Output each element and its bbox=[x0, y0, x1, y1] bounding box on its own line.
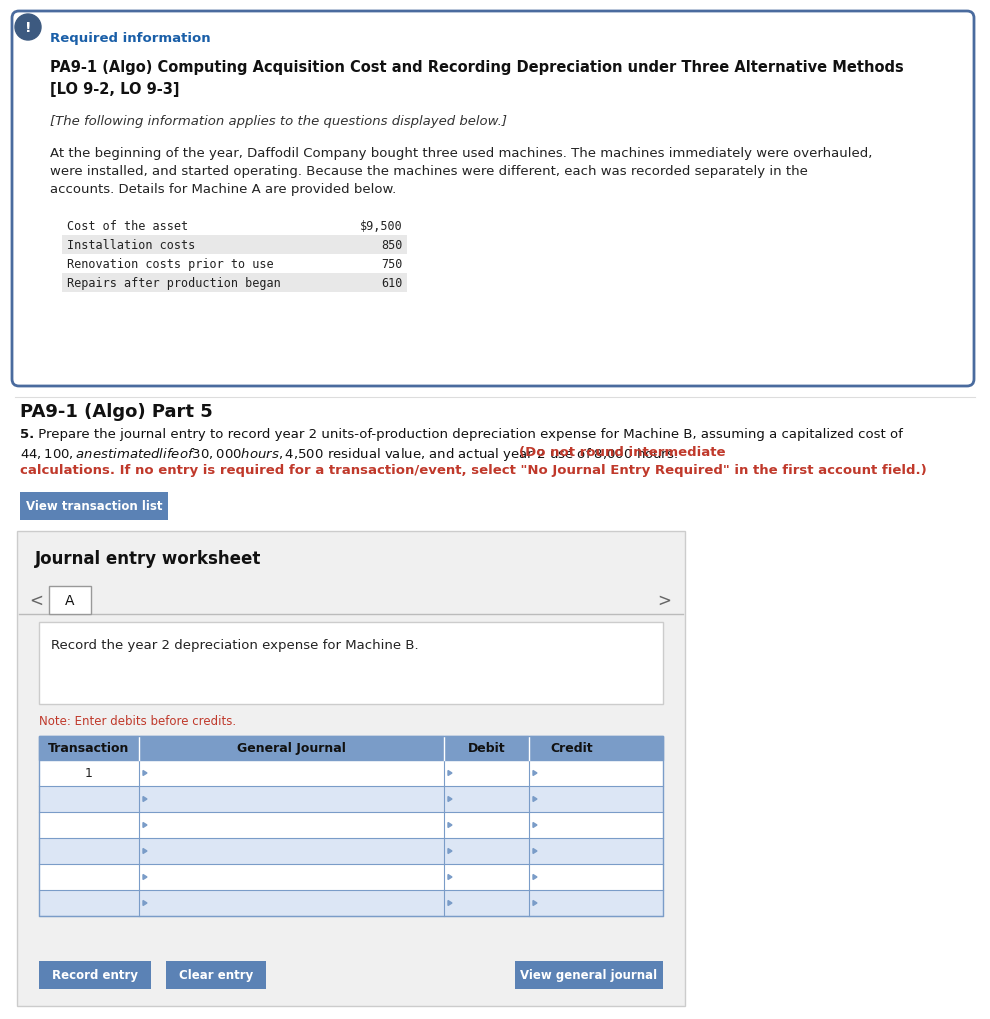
Bar bbox=[39, 812, 663, 839]
Bar bbox=[20, 492, 168, 521]
Text: Record entry: Record entry bbox=[52, 968, 138, 981]
Text: Record the year 2 depreciation expense for Machine B.: Record the year 2 depreciation expense f… bbox=[51, 638, 419, 651]
Polygon shape bbox=[448, 901, 452, 906]
Polygon shape bbox=[143, 770, 147, 775]
Polygon shape bbox=[143, 797, 147, 802]
Polygon shape bbox=[143, 822, 147, 827]
Polygon shape bbox=[533, 874, 537, 879]
Text: PA9-1 (Algo) Computing Acquisition Cost and Recording Depreciation under Three A: PA9-1 (Algo) Computing Acquisition Cost … bbox=[50, 60, 904, 75]
Text: (Do not round intermediate: (Do not round intermediate bbox=[519, 445, 726, 459]
Bar bbox=[62, 217, 407, 235]
Bar bbox=[39, 737, 663, 760]
Polygon shape bbox=[143, 901, 147, 906]
Bar bbox=[39, 961, 151, 989]
Text: Clear entry: Clear entry bbox=[179, 968, 253, 981]
Bar bbox=[39, 623, 663, 704]
Text: Required information: Required information bbox=[50, 32, 211, 45]
Polygon shape bbox=[448, 822, 452, 827]
Text: Cost of the asset: Cost of the asset bbox=[67, 220, 188, 232]
Bar bbox=[39, 787, 663, 812]
Text: calculations. If no entry is required for a transaction/event, select "No Journa: calculations. If no entry is required fo… bbox=[20, 464, 927, 477]
Text: Debit: Debit bbox=[467, 742, 505, 755]
Bar bbox=[17, 532, 685, 1006]
Text: At the beginning of the year, Daffodil Company bought three used machines. The m: At the beginning of the year, Daffodil C… bbox=[50, 147, 872, 160]
Text: A: A bbox=[65, 593, 75, 607]
Polygon shape bbox=[448, 797, 452, 802]
Text: $9,500: $9,500 bbox=[360, 220, 403, 232]
Text: Credit: Credit bbox=[550, 742, 593, 755]
Text: Renovation costs prior to use: Renovation costs prior to use bbox=[67, 258, 273, 271]
Bar bbox=[39, 760, 663, 787]
Text: Transaction: Transaction bbox=[49, 742, 130, 755]
Bar bbox=[515, 961, 663, 989]
Text: <: < bbox=[29, 591, 43, 609]
Text: [The following information applies to the questions displayed below.]: [The following information applies to th… bbox=[50, 115, 507, 127]
Bar bbox=[39, 737, 663, 916]
Bar bbox=[62, 255, 407, 274]
Text: 1: 1 bbox=[85, 766, 93, 780]
Text: View transaction list: View transaction list bbox=[26, 500, 162, 513]
Bar bbox=[39, 839, 663, 864]
Bar bbox=[166, 961, 266, 989]
Text: were installed, and started operating. Because the machines were different, each: were installed, and started operating. B… bbox=[50, 165, 808, 178]
Polygon shape bbox=[143, 849, 147, 854]
Polygon shape bbox=[143, 874, 147, 879]
Text: PA9-1 (Algo) Part 5: PA9-1 (Algo) Part 5 bbox=[20, 403, 213, 421]
Polygon shape bbox=[533, 901, 537, 906]
Text: Repairs after production began: Repairs after production began bbox=[67, 277, 281, 289]
Polygon shape bbox=[533, 797, 537, 802]
Text: 750: 750 bbox=[381, 258, 403, 271]
Text: Prepare the journal entry to record year 2 units-of-production depreciation expe: Prepare the journal entry to record year… bbox=[34, 428, 903, 440]
Polygon shape bbox=[448, 874, 452, 879]
Polygon shape bbox=[533, 822, 537, 827]
Text: General Journal: General Journal bbox=[237, 742, 346, 755]
Text: !: ! bbox=[25, 21, 32, 35]
Bar bbox=[49, 586, 91, 614]
Text: 850: 850 bbox=[381, 238, 403, 252]
Text: accounts. Details for Machine A are provided below.: accounts. Details for Machine A are prov… bbox=[50, 182, 396, 196]
Text: $44,100, an estimated life of 30,000 hours, $4,500 residual value, and actual ye: $44,100, an estimated life of 30,000 hou… bbox=[20, 445, 679, 463]
Text: Note: Enter debits before credits.: Note: Enter debits before credits. bbox=[39, 714, 237, 728]
Text: 5.: 5. bbox=[20, 428, 35, 440]
Bar bbox=[39, 864, 663, 891]
Bar bbox=[62, 274, 407, 292]
Polygon shape bbox=[533, 770, 537, 775]
FancyBboxPatch shape bbox=[12, 12, 974, 386]
Bar bbox=[39, 891, 663, 916]
Polygon shape bbox=[448, 770, 452, 775]
Circle shape bbox=[15, 15, 41, 41]
Text: Journal entry worksheet: Journal entry worksheet bbox=[35, 549, 261, 568]
Bar bbox=[62, 235, 407, 255]
Text: View general journal: View general journal bbox=[521, 968, 657, 981]
Text: Installation costs: Installation costs bbox=[67, 238, 195, 252]
Text: >: > bbox=[657, 591, 671, 609]
Polygon shape bbox=[533, 849, 537, 854]
Text: [LO 9-2, LO 9-3]: [LO 9-2, LO 9-3] bbox=[50, 82, 179, 97]
Polygon shape bbox=[448, 849, 452, 854]
Text: 610: 610 bbox=[381, 277, 403, 289]
